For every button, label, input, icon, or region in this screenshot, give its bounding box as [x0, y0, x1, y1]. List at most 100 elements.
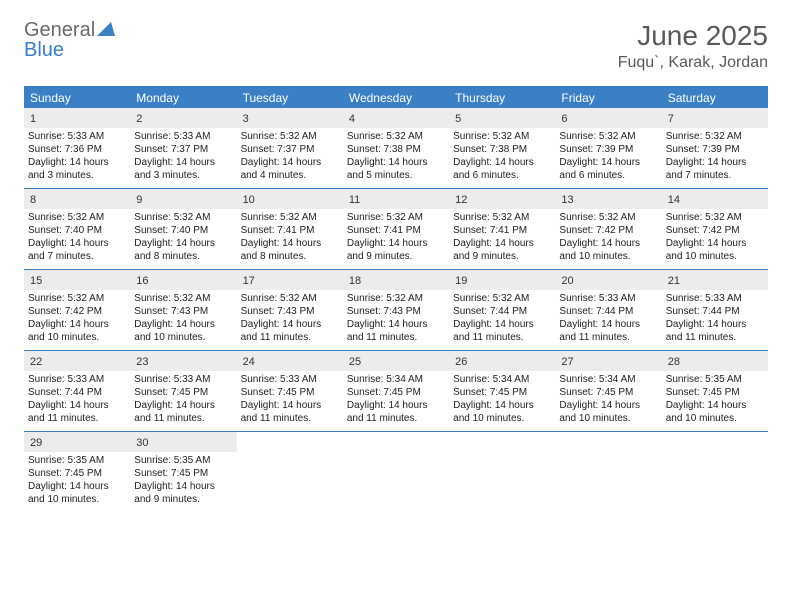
- calendar-cell: 10 Sunrise: 5:32 AMSunset: 7:41 PMDayligh…: [237, 189, 343, 269]
- calendar-cell: 15 Sunrise: 5:32 AMSunset: 7:42 PMDayligh…: [24, 270, 130, 350]
- day-number: 23: [136, 356, 148, 368]
- week-row: 1 Sunrise: 5:33 AMSunset: 7:36 PMDaylight…: [24, 108, 768, 189]
- dow-thursday: Thursday: [449, 88, 555, 108]
- week-row: 29Sunrise: 5:35 AMSunset: 7:45 PMDayligh…: [24, 432, 768, 512]
- day-detail: Sunrise: 5:32 AMSunset: 7:43 PMDaylight:…: [347, 292, 445, 344]
- calendar-cell: 1 Sunrise: 5:33 AMSunset: 7:36 PMDaylight…: [24, 108, 130, 188]
- day-detail: Sunrise: 5:32 AMSunset: 7:40 PMDaylight:…: [134, 211, 232, 263]
- day-detail: Sunrise: 5:33 AMSunset: 7:44 PMDaylight:…: [666, 292, 764, 344]
- day-number: 28: [668, 356, 680, 368]
- day-number: 8: [30, 194, 36, 206]
- calendar-cell: 20 Sunrise: 5:33 AMSunset: 7:44 PMDayligh…: [555, 270, 661, 350]
- day-number: 25: [349, 356, 361, 368]
- day-detail: Sunrise: 5:33 AMSunset: 7:37 PMDaylight:…: [134, 130, 232, 182]
- calendar-cell: 8 Sunrise: 5:32 AMSunset: 7:40 PMDaylight…: [24, 189, 130, 269]
- calendar-cell: 26 Sunrise: 5:34 AMSunset: 7:45 PMDayligh…: [449, 351, 555, 431]
- day-number: 22: [30, 356, 42, 368]
- dow-monday: Monday: [130, 88, 236, 108]
- day-detail: Sunrise: 5:35 AMSunset: 7:45 PMDaylight:…: [666, 373, 764, 425]
- day-detail: Sunrise: 5:32 AMSunset: 7:44 PMDaylight:…: [453, 292, 551, 344]
- day-detail: Sunrise: 5:34 AMSunset: 7:45 PMDaylight:…: [347, 373, 445, 425]
- day-detail: Sunrise: 5:32 AMSunset: 7:40 PMDaylight:…: [28, 211, 126, 263]
- day-detail: Sunrise: 5:34 AMSunset: 7:45 PMDaylight:…: [453, 373, 551, 425]
- calendar-cell: 12 Sunrise: 5:32 AMSunset: 7:41 PMDayligh…: [449, 189, 555, 269]
- day-number: 24: [243, 356, 255, 368]
- day-number: 5: [455, 113, 461, 125]
- day-of-week-header: SundayMondayTuesdayWednesdayThursdayFrid…: [24, 88, 768, 108]
- day-detail: Sunrise: 5:32 AMSunset: 7:42 PMDaylight:…: [28, 292, 126, 344]
- calendar-cell: 21 Sunrise: 5:33 AMSunset: 7:44 PMDayligh…: [662, 270, 768, 350]
- dow-sunday: Sunday: [24, 88, 130, 108]
- calendar-cell: [237, 432, 343, 512]
- day-detail: Sunrise: 5:33 AMSunset: 7:36 PMDaylight:…: [28, 130, 126, 182]
- day-detail: Sunrise: 5:32 AMSunset: 7:41 PMDaylight:…: [347, 211, 445, 263]
- day-detail: Sunrise: 5:34 AMSunset: 7:45 PMDaylight:…: [559, 373, 657, 425]
- day-detail: Sunrise: 5:32 AMSunset: 7:42 PMDaylight:…: [559, 211, 657, 263]
- day-number: 17: [243, 275, 255, 287]
- week-row: 15 Sunrise: 5:32 AMSunset: 7:42 PMDayligh…: [24, 270, 768, 351]
- week-row: 22Sunrise: 5:33 AMSunset: 7:44 PMDayligh…: [24, 351, 768, 432]
- day-detail: Sunrise: 5:32 AMSunset: 7:43 PMDaylight:…: [134, 292, 232, 344]
- calendar-cell: 7Sunrise: 5:32 AMSunset: 7:39 PMDaylight…: [662, 108, 768, 188]
- logo-triangle-icon: [97, 22, 115, 36]
- calendar-cell: [343, 432, 449, 512]
- day-number: 14: [668, 194, 680, 206]
- calendar-cell: 25 Sunrise: 5:34 AMSunset: 7:45 PMDayligh…: [343, 351, 449, 431]
- day-number: 18: [349, 275, 361, 287]
- calendar-cell: 17 Sunrise: 5:32 AMSunset: 7:43 PMDayligh…: [237, 270, 343, 350]
- dow-wednesday: Wednesday: [343, 88, 449, 108]
- calendar-cell: 11 Sunrise: 5:32 AMSunset: 7:41 PMDayligh…: [343, 189, 449, 269]
- calendar-cell: 5 Sunrise: 5:32 AMSunset: 7:38 PMDaylight…: [449, 108, 555, 188]
- day-detail: Sunrise: 5:35 AMSunset: 7:45 PMDaylight:…: [134, 454, 232, 506]
- day-number: 11: [349, 194, 360, 206]
- calendar-cell: 18 Sunrise: 5:32 AMSunset: 7:43 PMDayligh…: [343, 270, 449, 350]
- day-detail: Sunrise: 5:32 AMSunset: 7:41 PMDaylight:…: [241, 211, 339, 263]
- calendar-cell: 2Sunrise: 5:33 AMSunset: 7:37 PMDaylight…: [130, 108, 236, 188]
- calendar-cell: 28 Sunrise: 5:35 AMSunset: 7:45 PMDayligh…: [662, 351, 768, 431]
- day-detail: Sunrise: 5:32 AMSunset: 7:41 PMDaylight:…: [453, 211, 551, 263]
- calendar-cell: 6 Sunrise: 5:32 AMSunset: 7:39 PMDaylight…: [555, 108, 661, 188]
- day-number: 10: [243, 194, 255, 206]
- day-number: 9: [136, 194, 142, 206]
- day-detail: Sunrise: 5:32 AMSunset: 7:43 PMDaylight:…: [241, 292, 339, 344]
- day-number: 26: [455, 356, 467, 368]
- calendar-cell: 30 Sunrise: 5:35 AMSunset: 7:45 PMDayligh…: [130, 432, 236, 512]
- day-detail: Sunrise: 5:33 AMSunset: 7:44 PMDaylight:…: [559, 292, 657, 344]
- dow-tuesday: Tuesday: [237, 88, 343, 108]
- calendar-cell: 24 Sunrise: 5:33 AMSunset: 7:45 PMDayligh…: [237, 351, 343, 431]
- calendar-cell: 27Sunrise: 5:34 AMSunset: 7:45 PMDayligh…: [555, 351, 661, 431]
- day-number: 16: [136, 275, 148, 287]
- day-number: 12: [455, 194, 467, 206]
- page-title: June 2025: [618, 20, 768, 52]
- calendar-cell: 9 Sunrise: 5:32 AMSunset: 7:40 PMDaylight…: [130, 189, 236, 269]
- calendar-cell: [662, 432, 768, 512]
- logo: General Blue: [24, 20, 115, 60]
- day-number: 15: [30, 275, 42, 287]
- day-number: 13: [561, 194, 573, 206]
- day-number: 1: [30, 113, 36, 125]
- calendar-cell: [449, 432, 555, 512]
- day-detail: Sunrise: 5:32 AMSunset: 7:39 PMDaylight:…: [559, 130, 657, 182]
- dow-saturday: Saturday: [662, 88, 768, 108]
- calendar-cell: 22Sunrise: 5:33 AMSunset: 7:44 PMDayligh…: [24, 351, 130, 431]
- day-detail: Sunrise: 5:32 AMSunset: 7:37 PMDaylight:…: [241, 130, 339, 182]
- day-detail: Sunrise: 5:35 AMSunset: 7:45 PMDaylight:…: [28, 454, 126, 506]
- day-detail: Sunrise: 5:33 AMSunset: 7:45 PMDaylight:…: [241, 373, 339, 425]
- header: General Blue June 2025 Fuqu`, Karak, Jor…: [24, 20, 768, 72]
- location-text: Fuqu`, Karak, Jordan: [618, 54, 768, 72]
- calendar-cell: 16 Sunrise: 5:32 AMSunset: 7:43 PMDayligh…: [130, 270, 236, 350]
- day-number: 21: [668, 275, 680, 287]
- day-number: 20: [561, 275, 573, 287]
- calendar: SundayMondayTuesdayWednesdayThursdayFrid…: [24, 86, 768, 512]
- day-number: 4: [349, 113, 355, 125]
- day-detail: Sunrise: 5:32 AMSunset: 7:38 PMDaylight:…: [453, 130, 551, 182]
- day-detail: Sunrise: 5:32 AMSunset: 7:38 PMDaylight:…: [347, 130, 445, 182]
- day-number: 6: [561, 113, 567, 125]
- day-number: 7: [668, 113, 674, 125]
- calendar-cell: 19 Sunrise: 5:32 AMSunset: 7:44 PMDayligh…: [449, 270, 555, 350]
- day-number: 30: [136, 437, 148, 449]
- calendar-cell: 14Sunrise: 5:32 AMSunset: 7:42 PMDayligh…: [662, 189, 768, 269]
- day-number: 19: [455, 275, 467, 287]
- logo-word2: Blue: [24, 39, 64, 61]
- logo-word1: General: [24, 19, 95, 41]
